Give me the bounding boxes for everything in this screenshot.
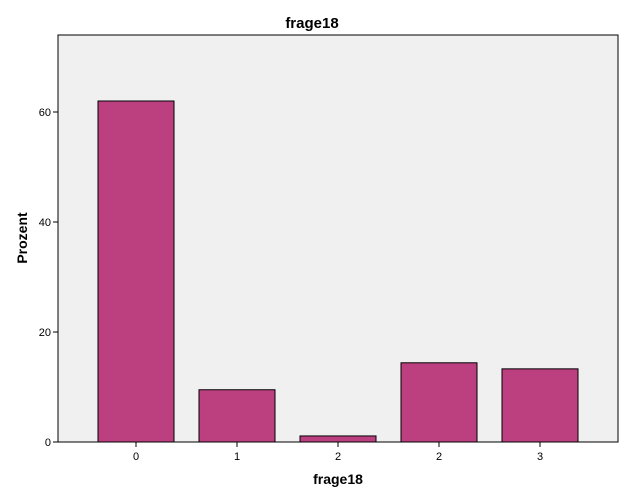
y-tick-label: 20 [39, 327, 51, 339]
bar [501, 368, 579, 443]
chart-title: frage18 [285, 15, 338, 32]
bar [299, 435, 377, 443]
x-tick-label: 1 [234, 451, 240, 463]
bar [97, 100, 175, 443]
y-tick-label: 0 [45, 437, 51, 449]
y-axis: 0 20 40 60 [39, 107, 58, 449]
x-axis: 0 1 2 2 3 [133, 442, 543, 463]
x-tick-label: 2 [335, 451, 341, 463]
x-axis-label: frage18 [313, 471, 363, 487]
x-tick-label: 0 [133, 451, 139, 463]
bar [400, 362, 478, 443]
y-axis-label: Prozent [14, 212, 30, 264]
y-tick-label: 60 [39, 107, 51, 119]
x-tick-label: 2 [436, 451, 442, 463]
y-tick-label: 40 [39, 217, 51, 229]
x-tick-label: 3 [537, 451, 543, 463]
bar [198, 389, 276, 443]
